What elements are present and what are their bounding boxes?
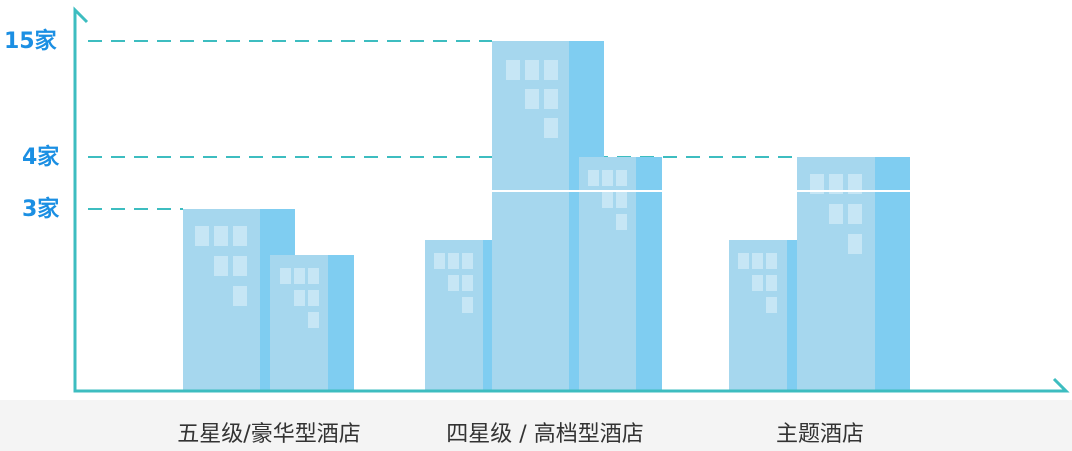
- category-label: 主题酒店: [776, 422, 864, 447]
- axis: [73, 6, 1070, 393]
- building: [797, 157, 910, 390]
- building: [729, 240, 797, 390]
- building: [425, 240, 492, 390]
- level-label: 4家: [22, 144, 60, 170]
- building: [579, 157, 662, 390]
- category-label: 五星级/豪华型酒店: [177, 422, 360, 447]
- footer-band: [0, 400, 1072, 451]
- building: [270, 255, 354, 390]
- level-label: 15家: [4, 28, 58, 54]
- level-label: 3家: [22, 196, 60, 222]
- category-label: 四星级 / 高档型酒店: [446, 422, 643, 447]
- building: [492, 41, 604, 390]
